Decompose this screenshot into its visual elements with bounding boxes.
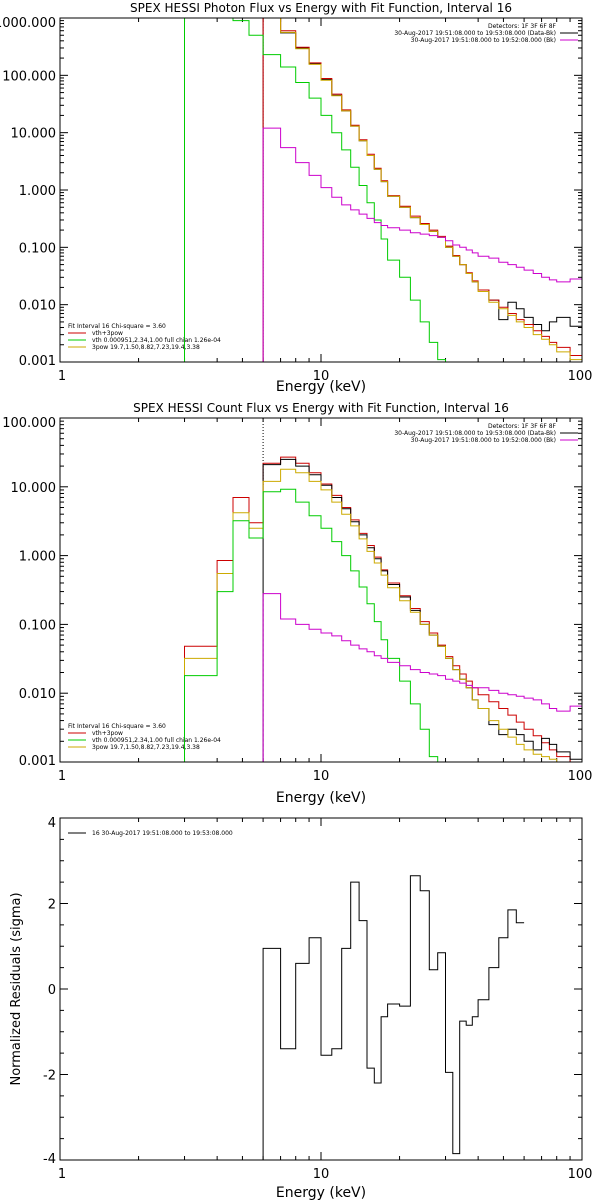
legend-entry: 3pow 19.7,1.50,8.82,7.23,19.4,3.38 — [92, 744, 200, 751]
y-tick-label: 0.001 — [19, 354, 56, 369]
x-tick-label: 1 — [58, 769, 66, 784]
count-plot-frame — [59, 417, 583, 763]
y-tick-label: 0 — [48, 983, 56, 998]
legend-entry: 30-Aug-2017 19:51:08.000 to 19:53:08.000… — [394, 430, 556, 437]
legend-entry: 30-Aug-2017 19:51:08.000 to 19:52:08.000… — [411, 437, 556, 444]
photon-x-axis-title: Energy (keV) — [276, 379, 366, 395]
legend-entry: 16 30-Aug-2017 19:51:08.000 to 19:53:08.… — [92, 830, 233, 837]
legend-entry: vth 0.000951,2.34,1.00 full chian 1.26e-… — [92, 737, 221, 744]
legend-entry: 30-Aug-2017 19:51:08.000 to 19:52:08.000… — [411, 37, 556, 44]
x-tick-label: 10 — [313, 369, 330, 384]
x-tick-label: 10 — [313, 769, 330, 784]
photon-plot-content: 1 10 100 0.001 0.010 0.100 1.000 10.000 100.000 1… — [0, 16, 592, 384]
y-tick-label: 1.000 — [19, 184, 56, 199]
residuals-x-axis-title: Energy (keV) — [276, 1185, 366, 1200]
y-tick-label: 100.000 — [2, 416, 56, 431]
photon-plot-frame — [59, 17, 583, 363]
plot-area — [184, 18, 582, 362]
legend-entry: Detectors: 1F 3F 6F 8F — [488, 423, 557, 430]
series-line-0 — [262, 875, 525, 1160]
photon-flux-panel: SPEX HESSI Photon Flux vs Energy with Fi… — [0, 1, 592, 395]
x-tick-label: 1 — [58, 1167, 66, 1182]
legend-entry: Detectors: 1F 3F 6F 8F — [488, 23, 557, 30]
series-line-0 — [184, 456, 582, 762]
y-tick-label: 10.000 — [11, 127, 57, 142]
plot-area — [184, 418, 582, 762]
y-tick-label: 0.100 — [19, 618, 56, 633]
legend-entry: vth 0.000951,2.34,1.00 full chian 1.26e-… — [92, 337, 221, 344]
plot-area — [262, 875, 525, 1160]
y-tick-label: -4 — [43, 1152, 56, 1167]
count-plot-content: 1 10 100 0.001 0.010 0.100 1.000 10.000 100.000 D… — [2, 416, 592, 784]
y-tick-label: 0.010 — [19, 687, 56, 702]
y-tick-label: 100.000 — [2, 69, 56, 84]
photon-chart-title: SPEX HESSI Photon Flux vs Energy with Fi… — [130, 1, 512, 15]
series-line-3 — [184, 488, 446, 762]
y-tick-label: 0.001 — [19, 754, 56, 769]
legend-entry: vth+3pow — [92, 330, 123, 337]
y-tick-label: 0.100 — [19, 241, 56, 256]
legend-entry: vth+3pow — [92, 730, 123, 737]
count-x-axis-title: Energy (keV) — [276, 790, 366, 806]
y-tick-label: -2 — [43, 1069, 56, 1084]
series-line-4 — [262, 127, 582, 362]
residuals-plot-content: 1 10 100 -4 -2 0 2 4 16 30-Aug-2017 19:51:08.000… — [43, 816, 592, 1182]
series-line-3 — [184, 18, 453, 362]
y-tick-label: 1.000 — [19, 550, 56, 565]
series-line-2 — [184, 18, 582, 362]
series-line-4 — [262, 593, 582, 762]
residuals-y-axis-title: Normalized Residuals (sigma) — [9, 892, 24, 1085]
y-tick-label: 0.010 — [19, 299, 56, 314]
x-tick-label: 1 — [58, 369, 66, 384]
x-tick-label: 100 — [568, 1167, 593, 1182]
x-tick-label: 100 — [568, 369, 593, 384]
y-tick-label: 10.000 — [11, 481, 57, 496]
legend-entry: 30-Aug-2017 19:51:08.000 to 19:53:08.000… — [394, 30, 556, 37]
series-line-2 — [184, 468, 582, 762]
x-tick-label: 100 — [568, 769, 593, 784]
x-tick-label: 10 — [313, 1167, 330, 1182]
residuals-panel: 1 10 100 -4 -2 0 2 4 16 30-Aug-2017 19:51:08.000… — [9, 816, 592, 1200]
count-chart-title: SPEX HESSI Count Flux vs Energy with Fit… — [133, 401, 509, 415]
y-tick-label: 1000.000 — [0, 16, 56, 31]
y-tick-label: 2 — [48, 898, 56, 913]
legend-entry: 3pow 19.7,1.50,8.82,7.23,19.4,3.38 — [92, 344, 200, 351]
residuals-plot-frame — [59, 817, 583, 1161]
y-tick-label: 4 — [48, 816, 56, 831]
count-flux-panel: SPEX HESSI Count Flux vs Energy with Fit… — [2, 401, 592, 806]
legend-entry: Fit Interval 16 Chi-square = 3.60 — [68, 323, 166, 330]
legend-entry: Fit Interval 16 Chi-square = 3.60 — [68, 723, 166, 730]
